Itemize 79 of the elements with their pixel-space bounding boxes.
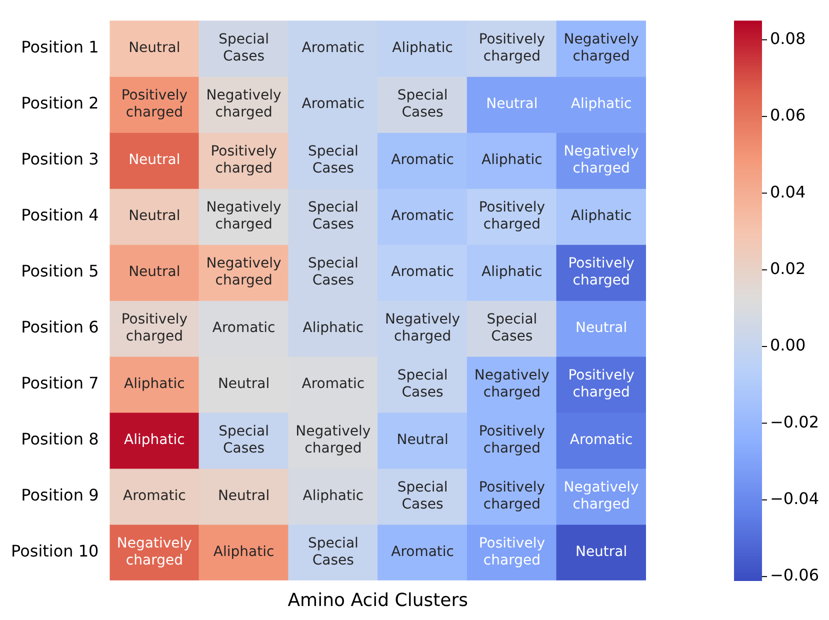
data-label: Positively charged [478,32,546,65]
data-label: Positively charged [478,536,546,569]
data-label: Special Cases [308,256,358,289]
color-bar-label: 0.04 [770,182,806,202]
data-label: Negatively charged [296,424,371,457]
data-label: Special Cases [308,536,358,569]
data-label: Aromatic [122,488,186,504]
data-label: Aliphatic [570,96,632,112]
data-label: Positively charged [478,480,546,513]
color-bar-label: 0.06 [770,106,806,125]
data-label: Aliphatic [570,208,632,224]
data-label: Aliphatic [392,40,453,56]
y-tick-label: Position 2 [21,94,99,113]
x-axis-title: Amino Acid Clusters [288,590,468,611]
data-label: Negatively charged [206,200,282,233]
color-bar-label: 0.08 [770,28,806,48]
data-label: Aliphatic [482,264,542,280]
data-label: Aromatic [302,376,365,392]
data-label: Neutral [575,320,628,336]
data-label: Positively charged [568,368,634,401]
data-label: Neutral [128,208,180,224]
y-tick-label: Position 5 [21,262,99,281]
data-label: Aliphatic [124,432,185,448]
data-label: Neutral [128,152,180,168]
color-bar-label: −0.02 [770,412,820,432]
y-tick-label: Position 10 [10,542,99,561]
y-tick-label: Position 9 [21,486,99,505]
data-label: Special Cases [397,368,448,401]
data-label: Negatively charged [564,144,639,177]
data-label: Positively charged [568,256,634,289]
y-tick-label: Position 4 [21,206,99,225]
color-bar-label: −0.04 [770,489,820,508]
data-label: Positively charged [121,88,188,121]
data-label: Aromatic [302,40,365,56]
data-label: Neutral [486,96,538,112]
y-tick-label: Position 7 [21,374,99,393]
data-label: Aliphatic [213,544,274,560]
data-label: Aliphatic [302,488,364,504]
data-label: Special Cases [397,88,448,121]
data-label: Neutral [218,488,270,504]
data-label: Aromatic [302,96,365,112]
color-bar-label: −0.06 [770,566,820,585]
data-label: Special Cases [308,144,358,177]
y-tick-label: Position 1 [21,38,99,57]
y-tick-label: Position 6 [21,318,99,337]
data-label: Negatively charged [206,88,282,121]
data-label: Aliphatic [124,376,185,392]
data-label: Positively charged [478,424,546,457]
data-label: Aromatic [391,544,454,560]
data-label: Aromatic [391,264,454,280]
data-label: Negatively charged [564,480,639,513]
data-label: Neutral [128,264,180,280]
data-label: Negatively charged [474,368,550,401]
data-label: Positively charged [121,312,188,345]
data-label: Special Cases [218,424,270,457]
data-label: Special Cases [218,32,270,65]
color-bar-label: 0.02 [770,258,806,278]
y-tick-label: Position 3 [21,150,99,169]
data-label: Negatively charged [206,256,282,289]
data-label: Positively charged [478,200,546,233]
data-label: Aromatic [212,320,276,336]
data-label: Negatively charged [116,536,192,569]
data-label: Negatively charged [564,32,639,65]
data-label: Special Cases [486,312,538,345]
data-label: Special Cases [308,200,358,233]
y-tick-label: Position 8 [21,430,99,449]
data-label: Aromatic [570,432,633,448]
data-label: Neutral [575,544,628,560]
data-label: Special Cases [397,480,448,513]
data-label: Neutral [396,432,448,448]
data-label: Aromatic [391,208,454,224]
data-label: Aliphatic [302,320,364,336]
data-label: Aromatic [391,152,454,168]
data-label: Aliphatic [482,152,542,168]
data-label: Neutral [218,376,270,392]
data-label: Neutral [128,40,180,56]
color-bar-label: 0.00 [770,336,806,355]
data-label: Positively charged [210,144,277,177]
data-label: Negatively charged [385,312,460,345]
